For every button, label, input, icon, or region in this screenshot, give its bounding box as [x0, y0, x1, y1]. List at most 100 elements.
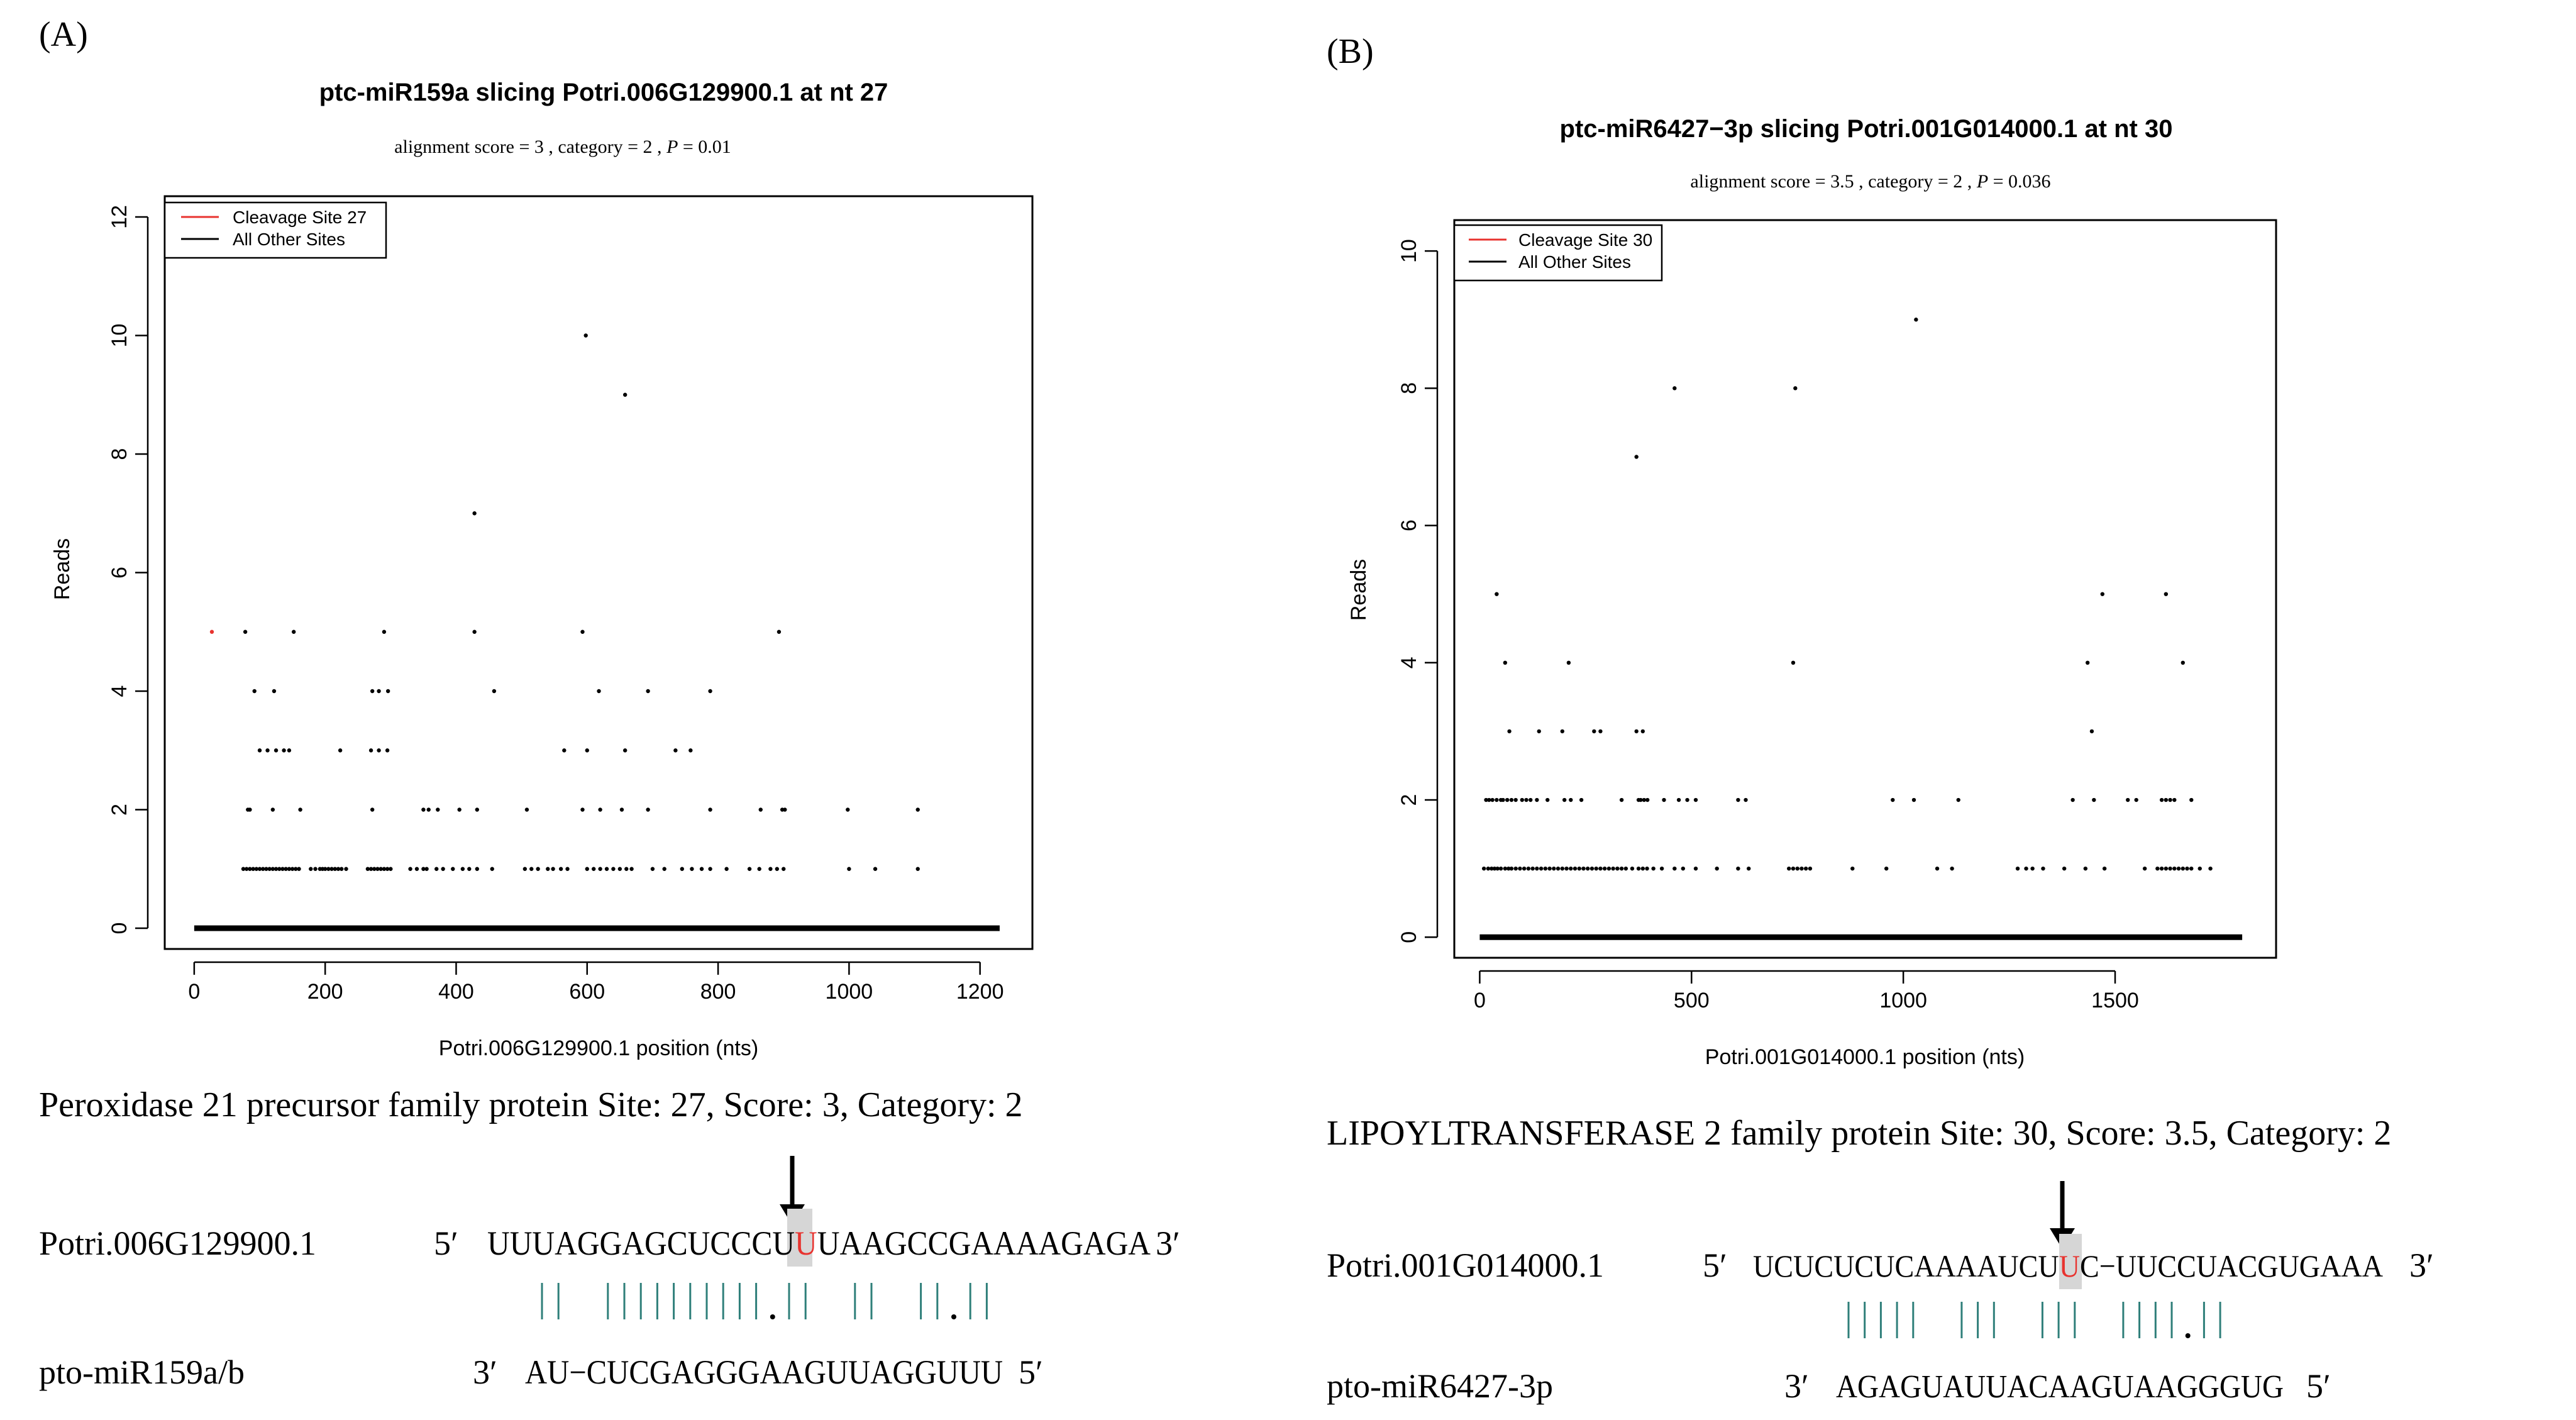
panel-a-legend-box [163, 201, 387, 259]
panel-a-data-point [254, 867, 259, 871]
panel-a-data-point [546, 867, 550, 871]
panel-a-data-point [368, 867, 373, 871]
panel-a-data-point [680, 867, 684, 871]
panel-b-x-axis-label: Potri.001G014000.1 position (nts) [1705, 1045, 2025, 1069]
panel-b-data-point [1513, 797, 1518, 802]
panel-a-data-point [267, 867, 272, 871]
panel-a-data-point [434, 867, 439, 871]
panel-a-data-point [475, 867, 479, 871]
panel-a-data-point [382, 630, 387, 634]
panel-a-data-point [277, 867, 282, 871]
panel-a-data-point [385, 867, 390, 871]
panel-a-data-point [783, 807, 787, 812]
panel-b-legend: Cleavage Site 30 All Other Sites [1453, 224, 1663, 282]
panel-a-data-point [617, 867, 622, 871]
panel-b-data-point [1736, 866, 1740, 871]
panel-b-data-point [1560, 729, 1564, 734]
panel-a-data-point [370, 689, 375, 694]
panel-a-data-point [724, 867, 729, 871]
panel-a-data-point [565, 867, 570, 871]
panel-b-data-point [1662, 797, 1666, 802]
panel-a-data-point [436, 807, 440, 812]
panel-a-data-point [467, 867, 472, 871]
panel-a-data-point [619, 807, 624, 812]
panel-b-data-point [1736, 797, 1740, 802]
panel-b-data-point [2172, 866, 2177, 871]
panel-b-pairing [1847, 1302, 2221, 1338]
panel-a-data-point [385, 689, 390, 694]
panel-b-data-point [1509, 797, 1514, 802]
panel-b-data-point [2164, 592, 2169, 596]
panel-b-chart-title: ptc-miR6427−3p slicing Potri.001G014000.… [1560, 115, 2173, 143]
panel-b-target-3prime: 3′ [2409, 1246, 2434, 1284]
panel-a-target-3prime: 3′ [1156, 1224, 1180, 1262]
panel-a-data-point [585, 748, 589, 753]
panel-b-data-point [1935, 866, 1940, 871]
panel-a-y-tick-label: 12 [108, 205, 131, 229]
panel-a-mirna-id: pto-miR159a/b [39, 1353, 245, 1391]
panel-a-x-tick-label: 1200 [956, 980, 1004, 1004]
panel-a-data-point [457, 807, 462, 812]
panel-b-data-point [2185, 866, 2189, 871]
panel-b-data-point [2102, 866, 2107, 871]
panel-b-data-point [1791, 660, 1796, 665]
panel-b-data-point [2085, 660, 2090, 665]
panel-b-y-tick-label: 8 [1397, 382, 1421, 394]
panel-a-data-point [333, 867, 337, 871]
panel-b-data-point [1623, 866, 1628, 871]
panel-b-data-point [1522, 866, 1527, 871]
panel-b-data-point [1581, 866, 1586, 871]
panel-b-data-point [1586, 866, 1590, 871]
panel-a-data-point [622, 748, 627, 753]
panel-b-data-point [1891, 797, 1895, 802]
panel-a-data-point [847, 867, 851, 871]
panel-a-x-axis-label: Potri.006G129900.1 position (nts) [439, 1036, 758, 1060]
panel-a-chart-subtitle: alignment score = 3 , category = 2 , P =… [394, 136, 731, 157]
panel-a-data-point [758, 807, 763, 812]
panel-b-data-point [1589, 866, 1595, 871]
panel-a-x-tick-label: 0 [188, 980, 200, 1004]
panel-a-data-point [421, 807, 426, 812]
panel-a-data-point [460, 867, 465, 871]
panel-b-data-point [1520, 797, 1524, 802]
panel-a-data-point [272, 689, 277, 694]
panel-b-data-point [1950, 866, 1954, 871]
panel-a-data-point [382, 867, 387, 871]
panel-b-mirna-sequence: AGAGUAUUACAAGUAAGGGUG [1836, 1369, 2284, 1405]
panel-b-data-point [2159, 866, 2164, 871]
panel-b-data-point [2181, 660, 2185, 665]
panel-b-data-point [1547, 866, 1552, 871]
panel-b-data-point [1528, 797, 1533, 802]
panel-b-data-point [1509, 866, 1514, 871]
panel-b-data-point [1573, 866, 1578, 871]
panel-a-data-point [757, 867, 761, 871]
panel-a-data-point [243, 630, 248, 634]
panel-a-data-point [529, 867, 534, 871]
panel-a-data-point [344, 867, 348, 871]
panel-b-data-point [1642, 797, 1647, 802]
panel-a-data-points [194, 333, 1000, 931]
panel-b-label: (B) [1327, 32, 1374, 71]
panel-b-data-point [2015, 866, 2020, 871]
panel-b-data-point [2181, 866, 2185, 871]
panel-a-data-point [329, 867, 334, 871]
panel-b-data-point [2176, 866, 2181, 871]
panel-b-data-point [2159, 797, 2164, 802]
panel-b-data-point [1803, 866, 1808, 871]
panel-b-y-tick-label: 10 [1397, 239, 1421, 263]
panel-b-legend-box [1453, 224, 1663, 282]
panel-b-data-point [2168, 797, 2172, 802]
panel-b-data-point [1693, 797, 1698, 802]
panel-a-y-tick-label: 8 [108, 448, 131, 460]
panel-a-data-point [472, 511, 477, 516]
panel-a-wobble-dot [951, 1314, 956, 1319]
panel-a-data-point [562, 748, 567, 753]
panel-b-mirna-id: pto-miR6427-3p [1327, 1367, 1553, 1405]
panel-b-data-point [1505, 797, 1510, 802]
panel-b-data-point [1636, 866, 1641, 871]
panel-b-data-point [1611, 866, 1615, 871]
panel-b-y-tick-label: 0 [1397, 931, 1421, 943]
panel-b-mirna-3prime: 3′ [1784, 1367, 1809, 1405]
panel-b-data-point [1503, 866, 1508, 871]
panel-a-data-point [598, 807, 602, 812]
